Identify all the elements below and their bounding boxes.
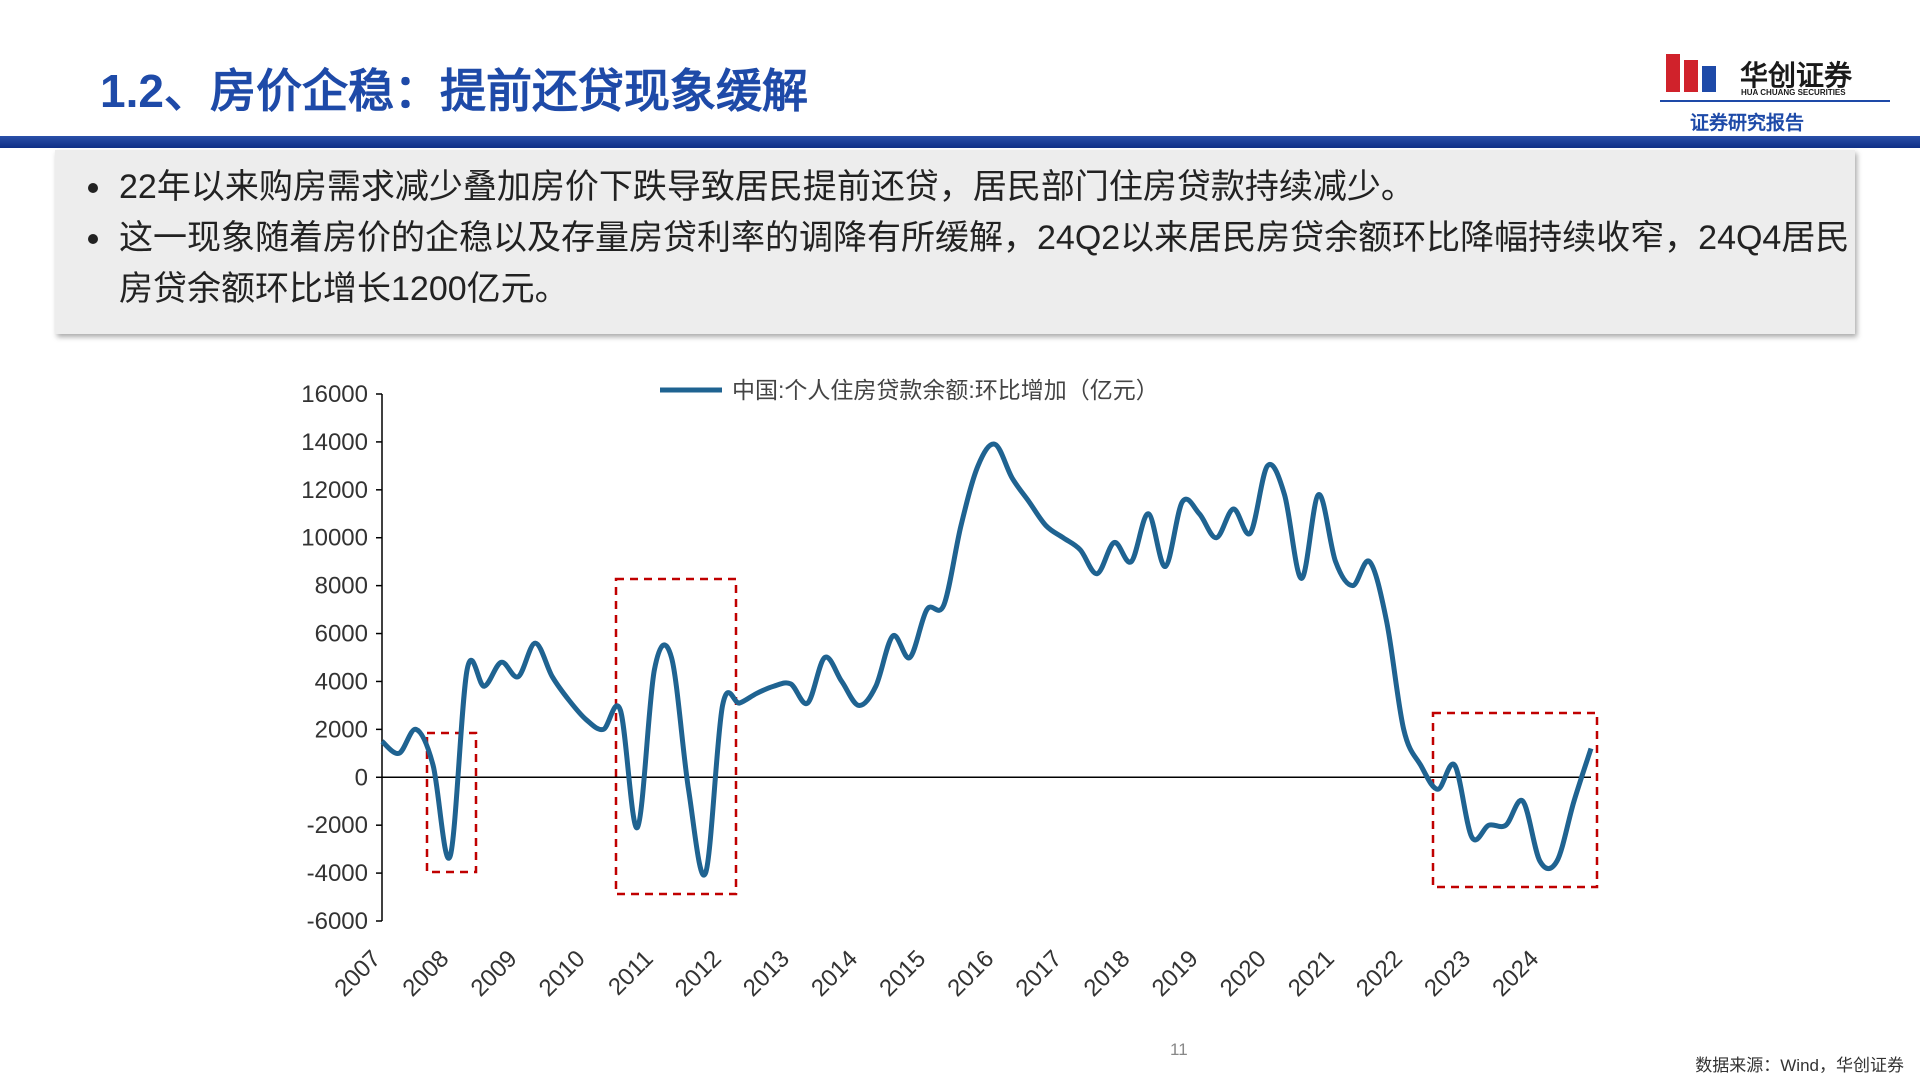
y-tick-label: 2000 xyxy=(315,716,368,743)
logo-name: 华创证券 xyxy=(1740,60,1853,91)
y-tick-label: 10000 xyxy=(301,525,368,552)
page-number: 11 xyxy=(1170,1040,1188,1059)
y-tick-label: 6000 xyxy=(315,621,368,648)
x-tick-label: 2022 xyxy=(1351,945,1408,1002)
x-tick-label: 2018 xyxy=(1079,945,1136,1002)
x-tick-label: 2011 xyxy=(603,945,659,1001)
y-tick-label: 4000 xyxy=(315,668,368,695)
highlight-box xyxy=(1431,711,1599,889)
bullet: 22年以来购房需求减少叠加房价下跌导致居民提前还贷，居民部门住房贷款持续减少。 xyxy=(115,162,1855,213)
bullet-list: 22年以来购房需求减少叠加房价下跌导致居民提前还贷，居民部门住房贷款持续减少。 … xyxy=(55,162,1855,315)
header-bar xyxy=(0,136,1920,148)
x-tick-label: 2010 xyxy=(534,945,591,1002)
summary-box: 22年以来购房需求减少叠加房价下跌导致居民提前还贷，居民部门住房贷款持续减少。 … xyxy=(55,150,1855,334)
logo-icon xyxy=(1666,54,1716,92)
x-tick-label: 2020 xyxy=(1215,945,1272,1002)
legend-label: 中国:个人住房贷款余额:环比增加（亿元） xyxy=(732,377,1159,403)
x-tick-label: 2009 xyxy=(466,945,523,1002)
y-tick-label: 8000 xyxy=(315,573,368,600)
x-tick-label: 2008 xyxy=(398,945,455,1002)
y-tick-label: -6000 xyxy=(307,908,368,935)
source: 数据来源：Wind，华创证券 xyxy=(1695,1056,1904,1075)
x-tick-label: 2007 xyxy=(329,945,386,1002)
logo-en: HUA CHUANG SECURITIES xyxy=(1741,88,1846,97)
report-type: 证券研究报告 xyxy=(1690,112,1805,134)
bullet: 这一现象随着房价的企稳以及存量房贷利率的调降有所缓解，24Q2以来居民房贷余额环… xyxy=(115,213,1855,315)
x-tick-label: 2016 xyxy=(942,945,999,1002)
x-tick-label: 2014 xyxy=(806,945,863,1002)
highlight-boxes xyxy=(425,577,1599,896)
y-tick-label: -4000 xyxy=(307,860,368,887)
data-line xyxy=(380,441,1594,878)
x-tick-label: 2015 xyxy=(874,945,931,1002)
x-tick-label: 2024 xyxy=(1487,945,1544,1002)
x-tick-label: 2017 xyxy=(1011,945,1068,1002)
x-tick-label: 2013 xyxy=(738,945,795,1002)
y-tick-label: 14000 xyxy=(301,429,368,456)
y-tick-label: 16000 xyxy=(301,381,368,408)
y-tick-label: 12000 xyxy=(301,477,368,504)
y-tick-label: 0 xyxy=(355,764,368,791)
x-tick-label: 2019 xyxy=(1147,945,1204,1002)
highlight-box xyxy=(425,731,478,874)
logo-line xyxy=(1660,100,1890,102)
y-tick-label: -2000 xyxy=(307,812,368,839)
x-tick-label: 2023 xyxy=(1419,945,1476,1002)
x-tick-label: 2021 xyxy=(1283,945,1340,1002)
slide-title: 1.2、房价企稳：提前还贷现象缓解 xyxy=(100,65,808,117)
x-tick-label: 2012 xyxy=(670,945,727,1002)
highlight-box xyxy=(614,577,738,896)
